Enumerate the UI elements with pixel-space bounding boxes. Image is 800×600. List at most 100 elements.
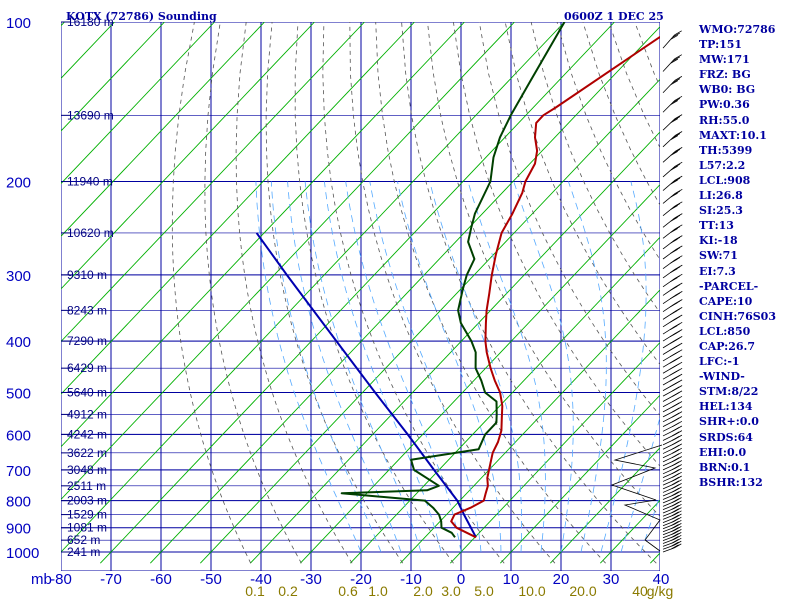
index-item: SRDS:64 [699, 430, 753, 444]
isotherm [61, 22, 265, 237]
wind-barb-flag [670, 268, 678, 273]
wind-barb-flag [670, 228, 678, 233]
wind-barb-flag [671, 505, 679, 510]
wind-barb-flag [671, 480, 680, 486]
wind-barb-flag [672, 397, 680, 403]
wind-barb-flag [672, 417, 680, 423]
height-label: 11940 m [67, 175, 113, 189]
wind-barb-flag [671, 521, 679, 526]
wind-barb-flag [672, 56, 680, 62]
moist-adiabat [513, 181, 574, 553]
mixing-ratio-label: 0.1 [245, 583, 265, 599]
wind-barb-flag [670, 277, 678, 283]
height-label: 5640 m [67, 386, 107, 400]
dry-adiabat [349, 22, 556, 564]
height-label: 1081 m [67, 521, 107, 535]
wind-barb-flag [671, 527, 679, 532]
pressure-tick-label: 600 [6, 427, 31, 444]
wind-barb-flag [671, 511, 679, 517]
index-item: TP:151 [699, 38, 743, 52]
wind-barb-flag [671, 538, 679, 544]
mixing-ratio-label: 1.0 [368, 583, 388, 599]
wind-barb-flag [675, 224, 683, 230]
pressure-tick-label: 800 [6, 494, 31, 511]
moist-adiabat [369, 181, 482, 553]
height-label: 4242 m [67, 427, 107, 441]
wind-barb-flag [671, 498, 679, 504]
wind-barb-flag [674, 507, 682, 512]
wind-barb-flag [671, 524, 679, 529]
mixing-ratio-label: 20.0 [569, 583, 596, 599]
wind-barb-flag [672, 386, 680, 392]
wind-barbs [610, 30, 683, 553]
dry-adiabat [235, 22, 353, 564]
wind-barb-flag [674, 543, 682, 549]
wind-barb-flag [670, 179, 678, 185]
moist-adiabat [255, 181, 362, 553]
moist-adiabat [345, 181, 462, 553]
wind-barb-flag [670, 34, 678, 40]
chart-title: KOTX (72786) Sounding [66, 10, 217, 23]
wind-barb-flag [670, 294, 678, 300]
wind-barb-flag [670, 135, 678, 140]
index-item: LCL:908 [699, 173, 751, 187]
index-item: -WIND- [699, 370, 745, 384]
wind-barb-flag [669, 358, 678, 364]
hodograph-trace [610, 444, 663, 552]
isotherm [61, 22, 165, 132]
wind-barb-flag [671, 494, 679, 500]
wind-barb-flag [671, 449, 680, 454]
index-item: LCL:850 [699, 324, 751, 338]
wind-barb-flag [671, 501, 679, 507]
isotherm [300, 183, 660, 564]
isotherm [400, 289, 660, 564]
wind-barb-flag [674, 540, 682, 546]
mixing-ratio-label: 10.0 [518, 583, 545, 599]
indices-panel: WMO:72786 TP:151 MW:171 FRZ: BG WB0: BG PW:0.… [699, 22, 799, 490]
wind-barb-flag [674, 532, 682, 537]
index-item: BSHR:132 [699, 475, 763, 489]
temperature-tick-label: -40 [250, 571, 272, 588]
wind-barb-flag [670, 249, 678, 254]
height-label: 2511 m [67, 479, 106, 493]
dry-adiabat [478, 22, 660, 417]
wind-barb-flag [671, 444, 680, 450]
height-label: 16180 m [67, 15, 114, 29]
index-item: MAXT:10.1 [699, 128, 767, 142]
index-item: TH:5399 [699, 143, 753, 157]
wind-barb-flag [669, 332, 678, 338]
index-item: STM:8/22 [699, 385, 759, 399]
pressure-tick-label: 700 [6, 463, 31, 480]
wind-barb-flag [670, 205, 678, 210]
index-item: KI:-18 [699, 234, 738, 248]
wind-barb-flag [671, 536, 679, 541]
wind-barb-flag [674, 526, 682, 531]
wind-barb-flag [671, 530, 679, 535]
wind-barb-flag [674, 114, 683, 119]
wind-barb-flag [670, 80, 678, 86]
wind-barb-flag [671, 453, 680, 458]
pressure-tick-label: 300 [6, 268, 31, 285]
wind-barb-flag [674, 519, 682, 525]
height-label: 6429 m [67, 361, 107, 375]
wind-barb-flag [671, 491, 679, 497]
isotherm [100, 22, 615, 564]
wind-barb-flag [670, 151, 678, 156]
index-item: EHI:0.0 [699, 445, 747, 459]
wind-barb-flag [675, 188, 683, 194]
mixing-ratio-label: 5.0 [474, 583, 494, 599]
temperature-tick-label: -60 [150, 571, 172, 588]
wind-barb-flag [671, 440, 680, 446]
height-label: 652 m [67, 533, 100, 547]
temperature-tick-label: -10 [400, 571, 422, 588]
wind-barb-flag [675, 147, 683, 152]
isotherm [61, 22, 515, 501]
isotherm [200, 78, 660, 564]
grid-layer [61, 22, 660, 571]
wind-barb-flag [672, 98, 681, 103]
wind-barb-flag [671, 541, 679, 547]
pressure-tick-label: 200 [6, 175, 31, 192]
dry-adiabat [375, 22, 606, 564]
wind-barb-flag [672, 402, 680, 408]
